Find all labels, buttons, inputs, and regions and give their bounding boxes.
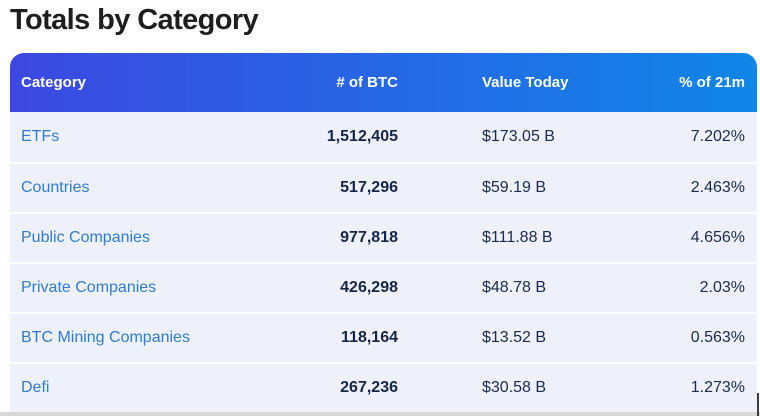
value-today-cell: $111.88 B: [482, 229, 553, 246]
value-today-cell: $30.58 B: [482, 379, 547, 396]
page-title: Totals by Category: [10, 4, 259, 36]
table-row: ETFs 1,512,405 $173.05 B 7.202%: [10, 112, 757, 162]
btc-count-cell: 267,236: [340, 379, 398, 396]
value-today-cell: $173.05 B: [482, 128, 555, 145]
totals-by-category-table: Category # of BTC Value Today % of 21m E…: [10, 53, 757, 412]
table-row: Defi 267,236 $30.58 B 1.273%: [10, 362, 757, 412]
btc-count-cell: 426,298: [340, 279, 398, 296]
category-link[interactable]: Private Companies: [21, 279, 157, 296]
pct-21m-cell: 0.563%: [690, 329, 745, 346]
column-header-btc: # of BTC: [336, 74, 398, 91]
column-header-value-today: Value Today: [482, 74, 569, 91]
table-row: Public Companies 977,818 $111.88 B 4.656…: [10, 212, 757, 262]
category-link[interactable]: Defi: [21, 379, 50, 396]
value-today-cell: $13.52 B: [482, 329, 547, 346]
category-link[interactable]: BTC Mining Companies: [21, 329, 190, 346]
pct-21m-cell: 4.656%: [690, 229, 745, 246]
btc-count-cell: 118,164: [341, 329, 398, 346]
btc-count-cell: 517,296: [340, 179, 398, 196]
scrollbar[interactable]: [757, 393, 759, 416]
pct-21m-cell: 1.273%: [690, 379, 745, 396]
category-link[interactable]: ETFs: [21, 128, 60, 145]
table-header-row: Category # of BTC Value Today % of 21m: [10, 53, 757, 112]
pct-21m-cell: 2.03%: [699, 279, 745, 296]
value-today-cell: $48.78 B: [482, 279, 547, 296]
column-header-pct-21m: % of 21m: [679, 74, 745, 91]
table-row: Private Companies 426,298 $48.78 B 2.03%: [10, 262, 757, 312]
category-link[interactable]: Public Companies: [21, 229, 150, 246]
pct-21m-cell: 7.202%: [690, 128, 745, 145]
table-row: Countries 517,296 $59.19 B 2.463%: [10, 162, 757, 212]
category-link[interactable]: Countries: [21, 179, 90, 196]
column-header-category: Category: [21, 74, 87, 91]
btc-count-cell: 1,512,405: [326, 128, 398, 145]
pct-21m-cell: 2.463%: [690, 179, 745, 196]
btc-count-cell: 977,818: [340, 229, 398, 246]
table-row: BTC Mining Companies 118,164 $13.52 B 0.…: [10, 312, 757, 362]
bottom-edge-strip: [0, 412, 760, 416]
value-today-cell: $59.19 B: [482, 179, 547, 196]
